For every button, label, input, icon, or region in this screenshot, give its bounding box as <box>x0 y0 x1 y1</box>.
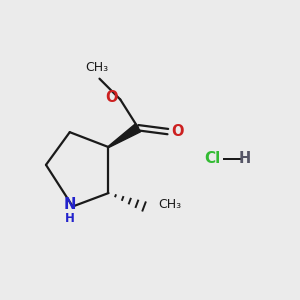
Polygon shape <box>108 124 141 148</box>
Text: CH₃: CH₃ <box>85 61 108 74</box>
Text: H: H <box>65 212 75 226</box>
Text: O: O <box>171 124 184 139</box>
Text: CH₃: CH₃ <box>158 199 182 212</box>
Text: Cl: Cl <box>204 152 220 166</box>
Text: O: O <box>105 91 118 106</box>
Text: N: N <box>64 197 76 212</box>
Text: H: H <box>239 152 251 166</box>
